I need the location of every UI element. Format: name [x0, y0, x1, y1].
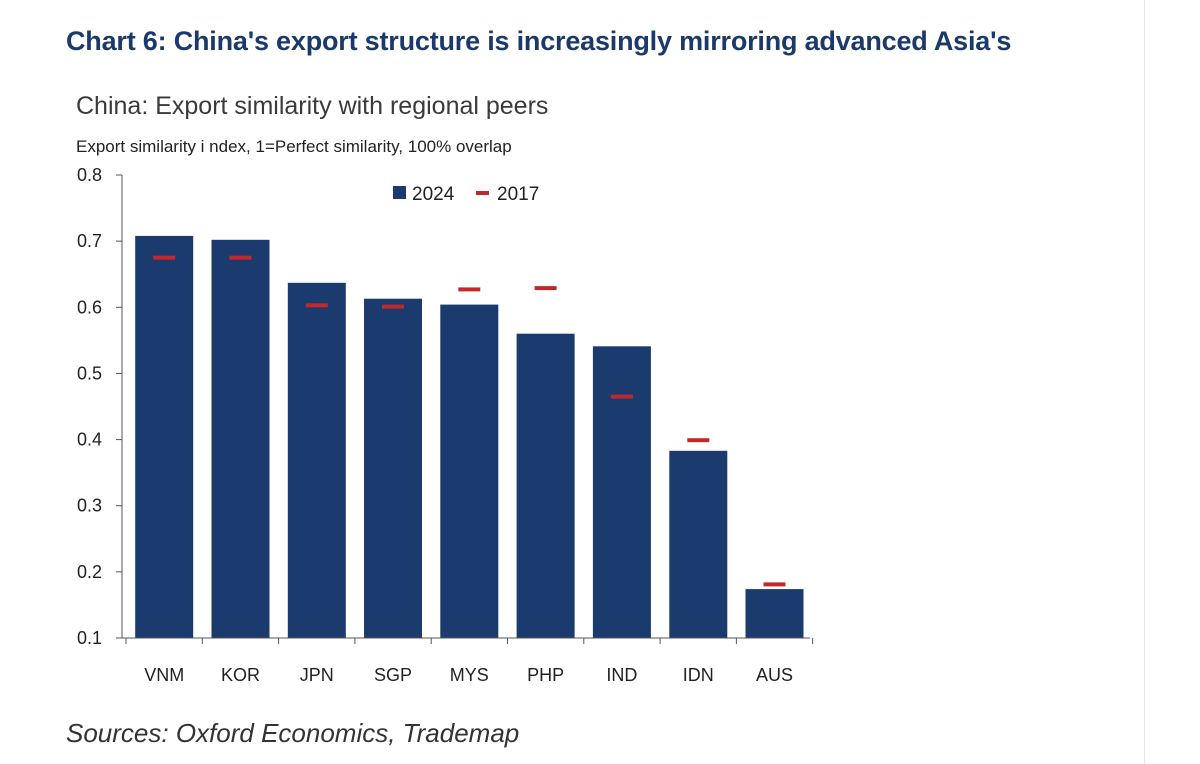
y-tick-label: 0.1	[77, 628, 102, 648]
bar-2024-kor	[211, 239, 270, 639]
bar-2024-php	[516, 333, 575, 638]
x-tick-label-ind: IND	[606, 665, 637, 685]
y-tick-label: 0.3	[77, 496, 102, 516]
bar-2024-mys	[440, 304, 499, 638]
source-note: Sources: Oxford Economics, Trademap	[66, 718, 520, 748]
bar-2024-ind	[592, 346, 651, 638]
x-tick-label-aus: AUS	[756, 665, 793, 685]
x-tick-label-kor: KOR	[221, 665, 260, 685]
legend-swatch-2024	[393, 186, 406, 199]
x-tick-label-sgp: SGP	[374, 665, 412, 685]
legend-label-2024: 2024	[412, 184, 455, 205]
legend-label-2017: 2017	[497, 184, 539, 205]
legend-swatch-2017	[476, 191, 489, 195]
y-axis: 0.8 0.7 0.6 0.5 0.4 0.3 0.2 0.1	[77, 165, 123, 648]
marker-2017-sgp	[382, 304, 404, 309]
x-tick-label-jpn: JPN	[300, 665, 334, 685]
y-tick-label: 0.8	[77, 165, 102, 185]
page-divider	[1144, 0, 1145, 764]
bar-2024-idn	[669, 450, 728, 638]
bar-2024-sgp	[364, 298, 422, 638]
markers-2017	[153, 255, 786, 587]
y-tick-label: 0.4	[77, 430, 102, 450]
x-tick-label-idn: IDN	[683, 665, 714, 685]
marker-2017-php	[534, 286, 557, 291]
bar-2024-vnm	[135, 235, 194, 638]
legend: 2024 2017	[393, 184, 539, 205]
page-title: Chart 6: China's export structure is inc…	[66, 26, 1012, 56]
x-tick-label-vnm: VNM	[144, 665, 184, 685]
marker-2017-kor	[229, 255, 252, 260]
x-tick-label-php: PHP	[527, 665, 564, 685]
bars	[135, 235, 804, 639]
y-tick-label: 0.2	[77, 562, 102, 582]
marker-2017-vnm	[153, 255, 176, 260]
marker-2017-jpn	[305, 303, 328, 308]
marker-2017-aus	[763, 582, 786, 587]
chart-subtitle: Export similarity i ndex, 1=Perfect simi…	[76, 137, 512, 156]
marker-2017-ind	[610, 394, 633, 399]
bar-2024-aus	[745, 589, 804, 638]
y-tick-label: 0.6	[77, 297, 102, 317]
y-tick-label: 0.7	[77, 231, 102, 251]
chart-title: China: Export similarity with regional p…	[76, 92, 549, 120]
bar-2024-jpn	[287, 282, 346, 638]
x-tick-label-mys: MYS	[450, 665, 489, 685]
y-tick-label: 0.5	[77, 363, 102, 383]
x-axis: VNM KOR JPN SGP MYS PHP IND IDN AUS	[122, 637, 814, 685]
marker-2017-idn	[687, 438, 710, 443]
marker-2017-mys	[458, 287, 481, 292]
